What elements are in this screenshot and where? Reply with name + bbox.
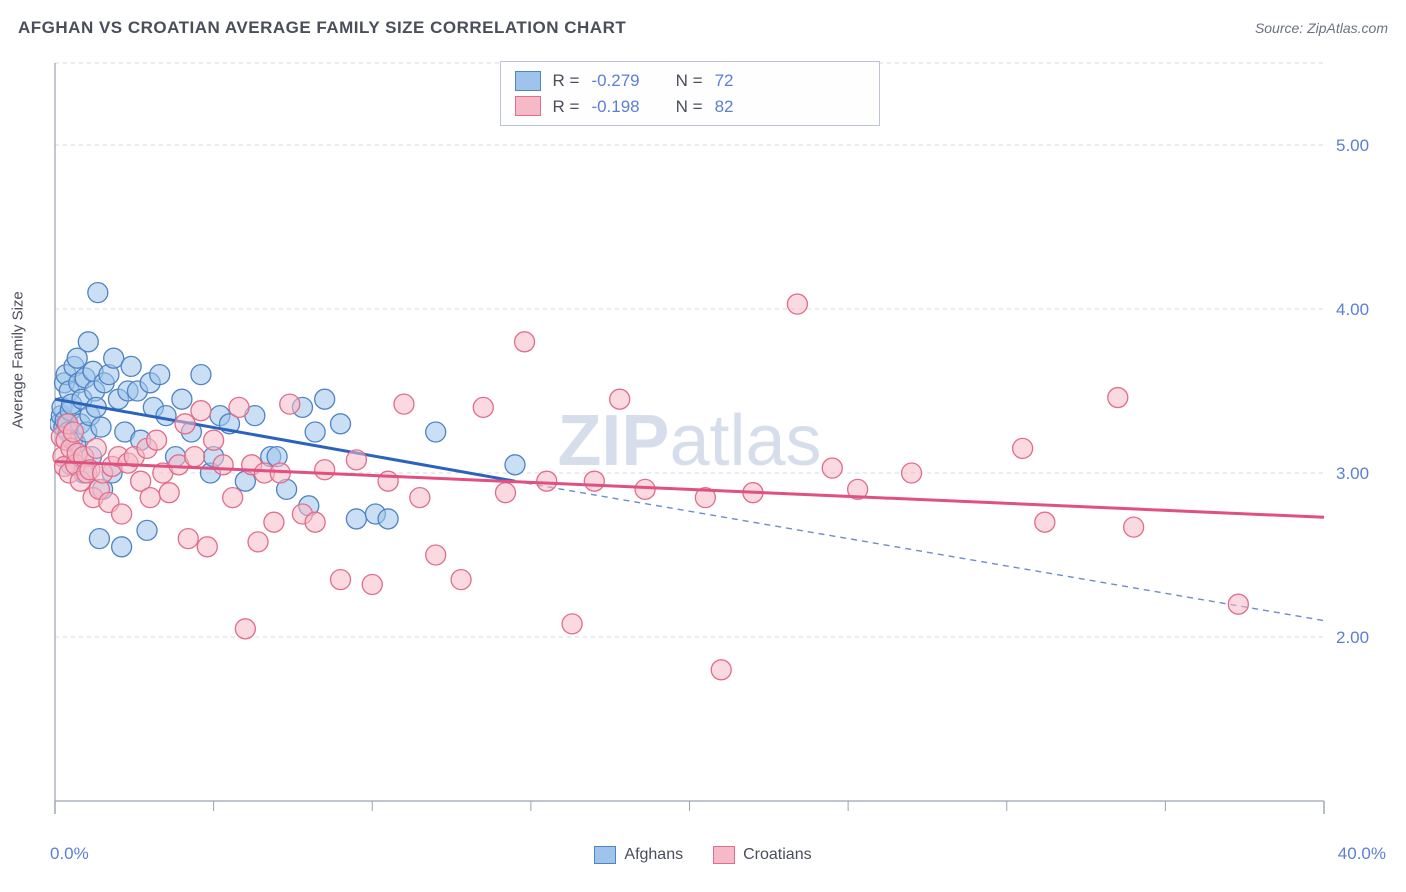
y-tick-label: 5.00 xyxy=(1336,136,1369,155)
legend-swatch xyxy=(515,71,541,91)
data-point xyxy=(63,422,83,442)
data-point xyxy=(1228,594,1248,614)
data-point xyxy=(346,509,366,529)
legend-swatch xyxy=(515,96,541,116)
stats-legend: R = -0.279 N = 72 R = -0.198 N = 82 xyxy=(500,61,880,126)
data-point xyxy=(147,430,167,450)
data-point xyxy=(1013,438,1033,458)
r-label: R = xyxy=(553,94,580,120)
y-tick-label: 3.00 xyxy=(1336,464,1369,483)
data-point xyxy=(315,460,335,480)
data-point xyxy=(159,483,179,503)
data-point xyxy=(191,365,211,385)
data-point xyxy=(78,332,98,352)
legend-label: Afghans xyxy=(624,846,683,864)
data-point xyxy=(235,619,255,639)
r-label: R = xyxy=(553,68,580,94)
data-point xyxy=(315,389,335,409)
data-point xyxy=(362,575,382,595)
data-point xyxy=(137,520,157,540)
data-point xyxy=(175,414,195,434)
chart-header: AFGHAN VS CROATIAN AVERAGE FAMILY SIZE C… xyxy=(18,18,1388,38)
chart-title: AFGHAN VS CROATIAN AVERAGE FAMILY SIZE C… xyxy=(18,18,626,38)
data-point xyxy=(822,458,842,478)
data-point xyxy=(787,294,807,314)
data-point xyxy=(89,529,109,549)
data-point xyxy=(610,389,630,409)
data-point xyxy=(229,397,249,417)
data-point xyxy=(394,394,414,414)
data-point xyxy=(331,570,351,590)
data-point xyxy=(426,422,446,442)
data-point xyxy=(197,537,217,557)
data-point xyxy=(562,614,582,634)
data-point xyxy=(426,545,446,565)
source-label: Source: ZipAtlas.com xyxy=(1255,20,1388,36)
data-point xyxy=(191,401,211,421)
data-point xyxy=(1035,512,1055,532)
data-point xyxy=(213,455,233,475)
n-value: 72 xyxy=(715,68,734,94)
data-point xyxy=(902,463,922,483)
n-value: 82 xyxy=(715,94,734,120)
legend-swatch xyxy=(713,846,735,864)
watermark: ZIPatlas xyxy=(557,401,821,481)
data-point xyxy=(150,365,170,385)
data-point xyxy=(264,512,284,532)
data-point xyxy=(305,512,325,532)
r-value: -0.198 xyxy=(591,94,639,120)
data-point xyxy=(112,537,132,557)
data-point xyxy=(515,332,535,352)
data-point xyxy=(451,570,471,590)
data-point xyxy=(178,529,198,549)
data-point xyxy=(711,660,731,680)
y-tick-label: 2.00 xyxy=(1336,628,1369,647)
stats-legend-row: R = -0.198 N = 82 xyxy=(515,94,865,120)
data-point xyxy=(156,406,176,426)
data-point xyxy=(185,447,205,467)
data-point xyxy=(121,356,141,376)
legend-item: Croatians xyxy=(713,846,811,864)
data-point xyxy=(86,438,106,458)
data-point xyxy=(1108,388,1128,408)
correlation-scatter-plot: 2.003.004.005.00ZIPatlasR =-0.279N =72R … xyxy=(50,55,1386,825)
data-point xyxy=(473,397,493,417)
y-axis-label: Average Family Size xyxy=(10,291,27,428)
trend-line-extension xyxy=(515,481,1324,620)
data-point xyxy=(537,471,557,491)
n-label: N = xyxy=(676,68,703,94)
data-point xyxy=(378,471,398,491)
data-point xyxy=(112,504,132,524)
n-label: N = xyxy=(676,94,703,120)
data-point xyxy=(410,488,430,508)
data-point xyxy=(305,422,325,442)
data-point xyxy=(88,283,108,303)
y-tick-label: 4.00 xyxy=(1336,300,1369,319)
data-point xyxy=(223,488,243,508)
data-point xyxy=(280,394,300,414)
r-value: -0.279 xyxy=(591,68,639,94)
data-point xyxy=(635,479,655,499)
data-point xyxy=(140,488,160,508)
legend-item: Afghans xyxy=(594,846,683,864)
legend-swatch xyxy=(594,846,616,864)
data-point xyxy=(248,532,268,552)
data-point xyxy=(378,509,398,529)
data-point xyxy=(1124,517,1144,537)
data-point xyxy=(584,471,604,491)
series-legend: Afghans Croatians xyxy=(0,846,1406,864)
data-point xyxy=(172,389,192,409)
data-point xyxy=(331,414,351,434)
data-point xyxy=(91,417,111,437)
data-point xyxy=(505,455,525,475)
data-point xyxy=(204,430,224,450)
data-point xyxy=(495,483,515,503)
legend-label: Croatians xyxy=(743,846,811,864)
stats-legend-row: R = -0.279 N = 72 xyxy=(515,68,865,94)
data-point xyxy=(346,450,366,470)
